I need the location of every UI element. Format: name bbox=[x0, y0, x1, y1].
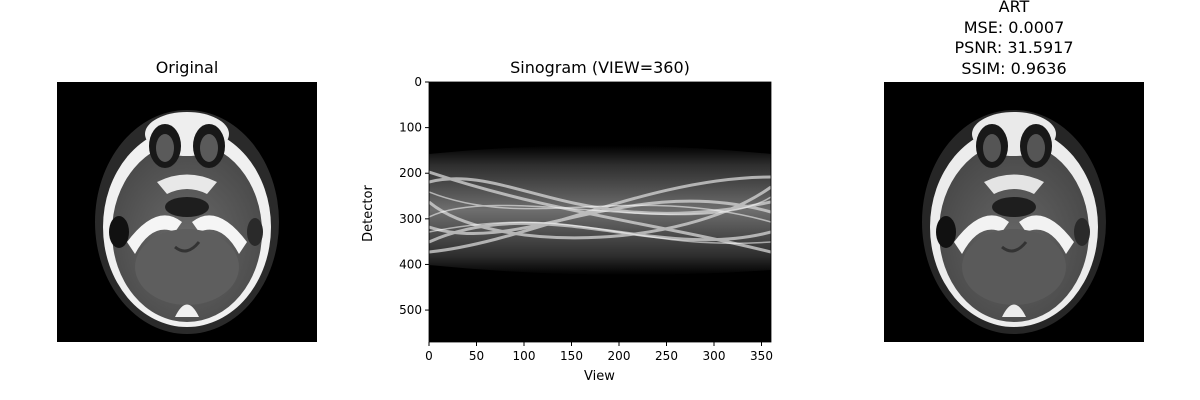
reconstruction-image bbox=[884, 82, 1144, 342]
y-tick-label: 200 bbox=[399, 166, 422, 180]
ct-head-slice-icon bbox=[95, 110, 279, 334]
sinogram-ylabel: Detector bbox=[360, 185, 376, 242]
art-title: ART bbox=[998, 0, 1030, 16]
y-tick-label: 100 bbox=[399, 121, 422, 135]
x-tick-label: 300 bbox=[703, 349, 726, 363]
ct-head-reconstruction-icon bbox=[922, 110, 1106, 334]
ssim-label: SSIM: 0.9636 bbox=[961, 58, 1067, 78]
art-title-block: ART MSE: 0.0007 PSNR: 31.5917 SSIM: 0.96… bbox=[884, 0, 1144, 79]
sinogram-xlabel: View bbox=[584, 369, 615, 384]
x-tick-label: 0 bbox=[425, 349, 433, 363]
x-tick-label: 250 bbox=[655, 349, 678, 363]
sinogram-image bbox=[429, 82, 771, 342]
sinogram-title: Sinogram (VIEW=360) bbox=[510, 58, 690, 77]
original-image bbox=[57, 82, 317, 342]
original-title: Original bbox=[155, 58, 219, 77]
y-tick-label: 400 bbox=[399, 257, 422, 271]
sinogram-frame bbox=[428, 81, 772, 343]
psnr-label: PSNR: 31.5917 bbox=[954, 38, 1074, 57]
x-tick-label: 150 bbox=[560, 349, 583, 363]
x-tick-label: 50 bbox=[469, 349, 484, 363]
y-tick-label: 300 bbox=[399, 212, 422, 226]
x-tick-label: 200 bbox=[608, 349, 631, 363]
sinogram-plot bbox=[429, 145, 771, 275]
x-tick-label: 100 bbox=[513, 349, 536, 363]
x-tick-label: 350 bbox=[750, 349, 773, 363]
y-tick-label: 500 bbox=[399, 303, 422, 317]
y-tick-label: 0 bbox=[414, 75, 422, 89]
mse-label: MSE: 0.0007 bbox=[963, 17, 1065, 37]
